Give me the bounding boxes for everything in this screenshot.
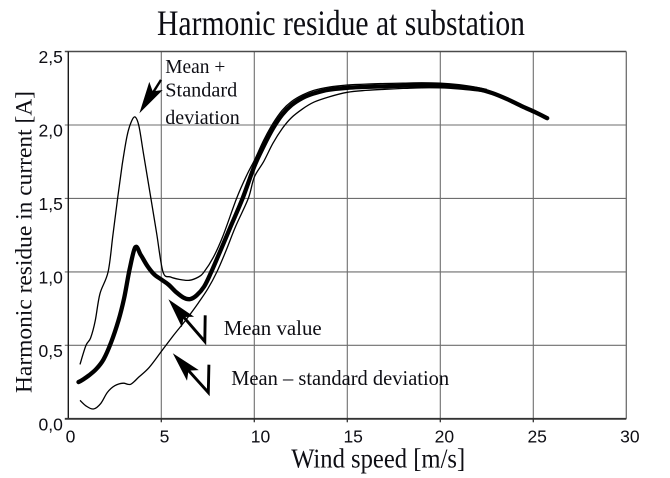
svg-text:0,5: 0,5 — [38, 341, 62, 361]
svg-text:deviation: deviation — [165, 107, 240, 129]
svg-text:1,0: 1,0 — [38, 268, 63, 288]
svg-text:25: 25 — [527, 427, 546, 447]
svg-text:Mean value: Mean value — [224, 316, 322, 340]
svg-text:0,0: 0,0 — [38, 415, 63, 435]
svg-text:30: 30 — [620, 427, 640, 447]
svg-text:Mean +: Mean + — [165, 56, 225, 78]
svg-text:Standard: Standard — [165, 80, 237, 102]
svg-text:0: 0 — [66, 427, 76, 447]
svg-text:5: 5 — [160, 427, 170, 447]
svg-text:Harmonic residue in current [A: Harmonic residue in current [A] — [12, 91, 38, 393]
svg-text:2,0: 2,0 — [38, 121, 63, 141]
svg-text:2,5: 2,5 — [38, 47, 62, 67]
svg-text:Mean – standard deviation: Mean – standard deviation — [231, 366, 449, 390]
svg-text:1,5: 1,5 — [38, 194, 62, 214]
svg-text:Wind speed [m/s]: Wind speed [m/s] — [291, 444, 465, 474]
svg-text:15: 15 — [343, 427, 362, 447]
svg-text:20: 20 — [435, 427, 455, 447]
svg-text:10: 10 — [251, 427, 271, 447]
svg-text:Harmonic residue at substation: Harmonic residue at substation — [157, 3, 525, 43]
